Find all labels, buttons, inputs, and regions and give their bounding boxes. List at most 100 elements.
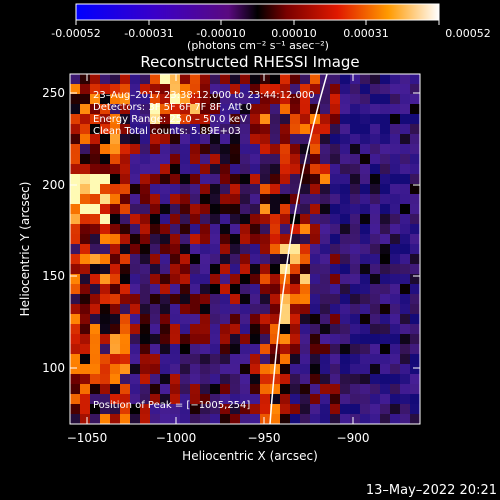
image-pixel	[400, 84, 411, 95]
image-pixel	[110, 244, 121, 255]
image-pixel	[310, 214, 321, 225]
image-pixel	[280, 84, 291, 95]
image-pixel	[160, 334, 171, 345]
image-pixel	[250, 94, 261, 105]
image-pixel	[160, 274, 171, 285]
image-pixel	[370, 334, 381, 345]
image-pixel	[320, 214, 331, 225]
image-pixel	[310, 344, 321, 355]
image-pixel	[390, 374, 401, 385]
image-pixel	[100, 234, 111, 245]
image-pixel	[140, 154, 151, 165]
image-pixel	[350, 134, 361, 145]
image-pixel	[400, 364, 411, 375]
image-pixel	[190, 114, 201, 125]
image-pixel	[340, 384, 351, 395]
image-pixel	[330, 124, 341, 135]
image-pixel	[360, 104, 371, 115]
image-pixel	[180, 324, 191, 335]
image-pixel	[410, 174, 420, 185]
image-pixel	[390, 384, 401, 395]
image-pixel	[230, 384, 241, 395]
image-pixel	[410, 274, 420, 285]
image-pixels	[70, 74, 420, 424]
image-pixel	[240, 204, 251, 215]
image-pixel	[360, 84, 371, 95]
image-pixel	[340, 174, 351, 185]
image-pixel	[230, 74, 241, 85]
image-pixel	[130, 124, 141, 135]
image-pixel	[320, 344, 331, 355]
image-pixel	[400, 344, 411, 355]
image-pixel	[300, 304, 311, 315]
image-pixel	[70, 274, 81, 285]
image-pixel	[290, 264, 301, 275]
image-pixel	[250, 314, 261, 325]
image-pixel	[390, 344, 401, 355]
image-pixel	[310, 354, 321, 365]
image-pixel	[250, 144, 261, 155]
image-pixel	[230, 184, 241, 195]
image-pixel	[150, 204, 161, 215]
image-pixel	[210, 174, 221, 185]
image-pixel	[400, 264, 411, 275]
image-pixel	[360, 364, 371, 375]
image-pixel	[410, 264, 420, 275]
image-pixel	[310, 94, 321, 105]
image-pixel	[150, 254, 161, 265]
image-pixel	[80, 224, 91, 235]
image-pixel	[380, 274, 391, 285]
image-pixel	[410, 244, 420, 255]
image-pixel	[260, 374, 271, 385]
image-pixel	[290, 184, 301, 195]
image-pixel	[240, 314, 251, 325]
x-tick-label: −1050	[67, 431, 108, 445]
image-pixel	[180, 214, 191, 225]
image-pixel	[270, 154, 281, 165]
image-pixel	[180, 224, 191, 235]
image-pixel	[370, 374, 381, 385]
image-pixel	[270, 384, 281, 395]
image-pixel	[240, 234, 251, 245]
image-pixel	[300, 254, 311, 265]
image-pixel	[220, 304, 231, 315]
image-pixel	[250, 274, 261, 285]
image-pixel	[80, 194, 91, 205]
image-pixel	[360, 324, 371, 335]
image-pixel	[200, 194, 211, 205]
image-area	[70, 74, 420, 424]
image-pixel	[220, 294, 231, 305]
image-pixel	[260, 324, 271, 335]
image-pixel	[190, 164, 201, 175]
image-pixel	[210, 94, 221, 105]
image-pixel	[160, 264, 171, 275]
image-pixel	[180, 144, 191, 155]
image-pixel	[360, 244, 371, 255]
image-pixel	[320, 394, 331, 405]
image-pixel	[260, 204, 271, 215]
image-pixel	[110, 214, 121, 225]
x-tick-label: −950	[248, 431, 281, 445]
image-pixel	[130, 274, 141, 285]
image-pixel	[190, 384, 201, 395]
image-pixel	[320, 354, 331, 365]
image-pixel	[140, 334, 151, 345]
image-pixel	[370, 314, 381, 325]
image-pixel	[300, 404, 311, 415]
image-pixel	[190, 144, 201, 155]
image-pixel	[240, 374, 251, 385]
image-pixel	[210, 304, 221, 315]
image-pixel	[140, 214, 151, 225]
image-pixel	[410, 394, 420, 405]
image-pixel	[220, 384, 231, 395]
image-pixel	[150, 84, 161, 95]
image-pixel	[280, 164, 291, 175]
image-pixel	[270, 324, 281, 335]
image-pixel	[360, 214, 371, 225]
image-pixel	[210, 314, 221, 325]
image-pixel	[120, 194, 131, 205]
image-pixel	[140, 294, 151, 305]
image-pixel	[320, 404, 331, 415]
image-pixel	[180, 414, 191, 424]
image-pixel	[250, 154, 261, 165]
